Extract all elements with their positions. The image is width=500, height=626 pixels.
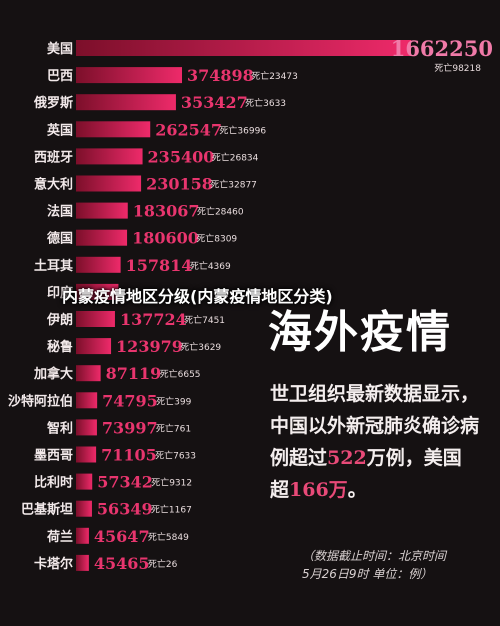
- footnote-line-2: 5月26日9时 单位：例）: [302, 567, 433, 581]
- country-label: 俄罗斯: [33, 95, 73, 111]
- death-label: 死亡4369: [190, 260, 231, 272]
- death-label: 死亡3633: [245, 97, 286, 109]
- country-label: 秘鲁: [47, 339, 73, 355]
- death-label: 死亡399: [156, 395, 191, 407]
- value-label: 74795: [102, 391, 158, 410]
- value-label: 56349: [97, 500, 153, 519]
- description-text-2: 万例，美国超: [270, 447, 462, 501]
- value-label: 157814: [126, 256, 193, 275]
- death-label: 死亡36996: [219, 124, 266, 136]
- death-label: 死亡1167: [151, 504, 192, 516]
- country-label: 巴基斯坦: [21, 502, 73, 518]
- bar: [76, 554, 89, 571]
- bar: [76, 202, 128, 219]
- value-label: 123979: [116, 337, 183, 356]
- value-label: 73997: [102, 418, 158, 437]
- country-label: 法国: [47, 204, 73, 220]
- value-label: 262547: [155, 120, 222, 139]
- bar: [76, 500, 92, 517]
- bar: [76, 175, 142, 192]
- bar: [76, 229, 128, 246]
- bar: [76, 473, 93, 490]
- country-label: 英国: [46, 122, 73, 138]
- country-label: 伊朗: [46, 312, 73, 328]
- country-label: 比利时: [34, 475, 73, 491]
- death-label: 死亡7451: [184, 314, 225, 326]
- value-label: 235400: [148, 147, 215, 166]
- country-label: 荷兰: [46, 529, 73, 545]
- big-title: 海外疫情: [268, 307, 452, 358]
- footnote: （数据截止时间：北京时间 5月26日9时 单位：例）: [302, 547, 482, 583]
- bar: [76, 527, 89, 544]
- value-label: 137724: [120, 310, 187, 329]
- country-label: 美国: [47, 41, 73, 57]
- death-label: 死亡23473: [251, 70, 298, 82]
- death-label: 死亡3629: [180, 341, 221, 353]
- description-text-1: 世卫组织最新数据显示，中国以外新冠肺炎确诊病例超过: [270, 383, 480, 469]
- country-label: 墨西哥: [34, 448, 73, 464]
- bar: [76, 94, 176, 111]
- description-text-3: 。: [347, 479, 367, 501]
- death-label: 死亡32877: [210, 179, 257, 191]
- death-label: 死亡98218: [434, 62, 481, 74]
- value-label: 71105: [101, 446, 157, 465]
- country-label: 德国: [47, 231, 73, 247]
- country-label: 智利: [47, 420, 73, 436]
- value-label: 45465: [94, 554, 150, 573]
- death-label: 死亡7633: [155, 450, 196, 462]
- bar: [76, 148, 143, 165]
- bar: [76, 40, 411, 56]
- death-label: 死亡761: [156, 422, 191, 434]
- description-number-1: 522: [327, 447, 367, 469]
- bar: [76, 311, 115, 327]
- bar: [76, 365, 101, 382]
- country-label: 印度: [47, 285, 74, 301]
- country-label: 卡塔尔: [34, 556, 73, 572]
- country-label: 沙特阿拉伯: [8, 393, 73, 409]
- bar: [76, 121, 151, 138]
- value-label: 1662250: [391, 36, 493, 61]
- death-label: 死亡26834: [212, 151, 259, 163]
- death-label: 死亡26: [148, 558, 178, 570]
- value-label: 57342: [97, 473, 153, 492]
- bar: [76, 283, 119, 300]
- death-label: 死亡28460: [197, 206, 244, 218]
- death-label: 死亡9312: [151, 477, 192, 489]
- description-number-2: 166万: [289, 479, 348, 501]
- value-label: 183067: [133, 202, 200, 221]
- headline: 内蒙疫情地区分级(内蒙疫情地区分类): [62, 287, 333, 306]
- value-label: 353427: [181, 93, 248, 112]
- value-label: 45647: [94, 527, 150, 546]
- bar: [76, 67, 182, 84]
- value-label: 374898: [187, 66, 254, 85]
- country-label: 巴西: [47, 69, 73, 84]
- death-label: 死亡8309: [196, 233, 237, 245]
- death-label: 死亡5849: [148, 531, 189, 543]
- country-label: 加拿大: [33, 366, 73, 382]
- value-label: 180600: [132, 229, 199, 248]
- country-label: 土耳其: [34, 258, 73, 274]
- footnote-line-1: （数据截止时间：北京时间: [302, 549, 447, 563]
- bar: [76, 419, 97, 436]
- death-label: 死亡6655: [160, 368, 201, 380]
- country-label: 西班牙: [34, 149, 73, 165]
- bar: [76, 392, 98, 409]
- description: 世卫组织最新数据显示，中国以外新冠肺炎确诊病例超过522万例，美国超166万。: [270, 378, 480, 506]
- value-label: 87119: [106, 364, 162, 383]
- bar: [76, 338, 112, 355]
- value-label: 230158: [146, 175, 213, 194]
- country-label: 意大利: [34, 177, 73, 193]
- bar: [76, 446, 97, 463]
- bar: [76, 256, 121, 273]
